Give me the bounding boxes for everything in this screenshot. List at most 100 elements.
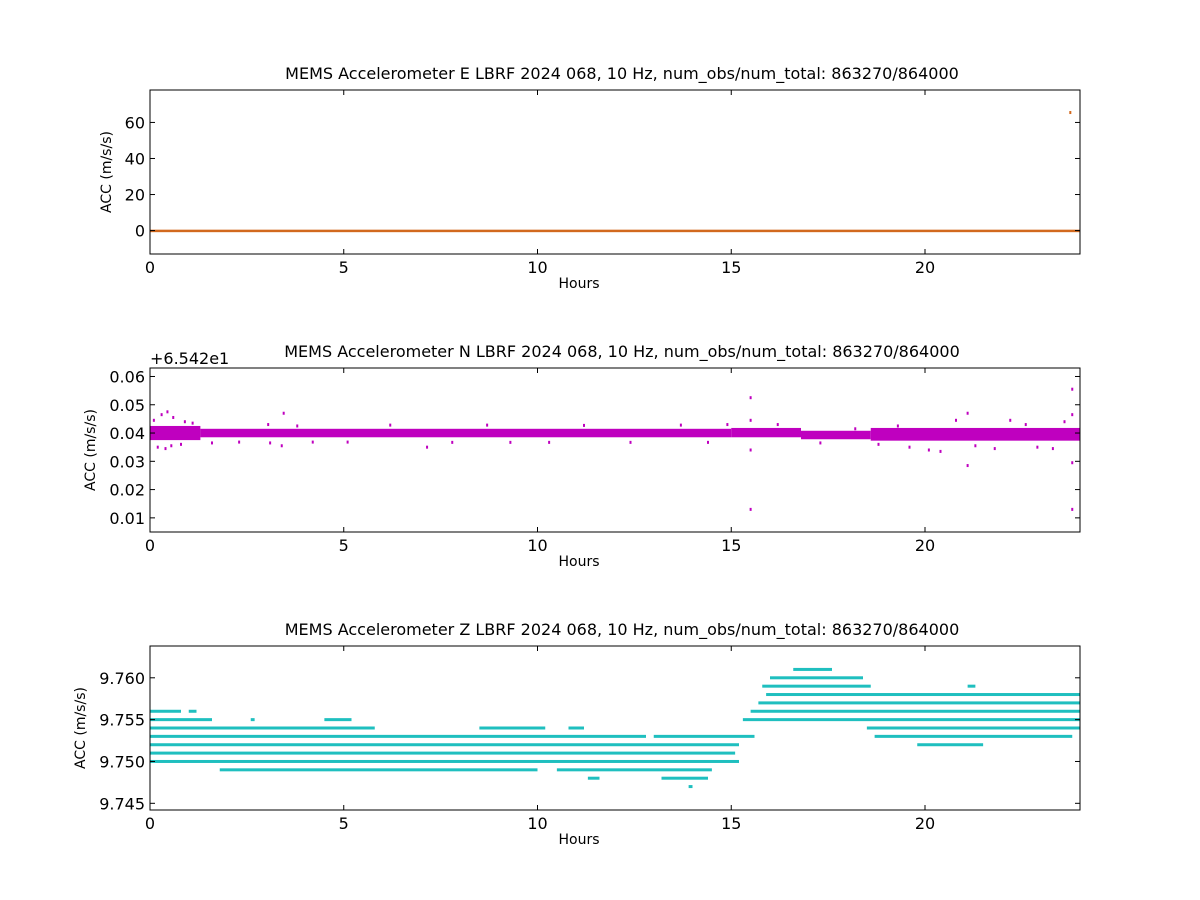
data-point-0 (152, 418, 155, 422)
data-level-13-0 (766, 693, 1080, 697)
axes-frame (149, 645, 1081, 811)
y-tick-label: 0.06 (109, 367, 145, 386)
data-point-55 (1071, 507, 1074, 511)
data-level-17-0 (866, 726, 1080, 730)
data-band-0 (150, 425, 201, 441)
data-point-33 (749, 507, 752, 511)
x-tick-label: 0 (145, 536, 155, 555)
data-point-24 (548, 440, 551, 444)
data-point-14 (282, 411, 285, 415)
data-point-34 (776, 423, 779, 427)
plot-data (150, 387, 1080, 511)
data-point-4 (156, 445, 159, 449)
y-tick-label: 0.03 (109, 452, 145, 471)
data-point-37 (877, 442, 880, 446)
data-point-39 (908, 445, 911, 449)
data-level-16-0 (742, 718, 1080, 722)
data-level-3-0 (150, 734, 646, 738)
data-point-26 (629, 440, 632, 444)
data-level-6-0 (150, 759, 739, 763)
y-tick-label: 0.04 (109, 424, 145, 443)
data-point-40 (927, 448, 930, 452)
y-offset-label: +6.542e1 (150, 349, 229, 368)
axes-frame (149, 89, 1081, 255)
chart-panel-0: 0 5 10 15 20 0 20 40 60 MEMS Accelerometer E LBRF… (99, 64, 1081, 292)
x-tick-label: 20 (915, 258, 935, 277)
data-level-11-0 (770, 676, 863, 680)
data-point-35 (819, 441, 822, 445)
data-level-7-1 (556, 768, 712, 772)
data-level-19-0 (917, 743, 984, 747)
data-point-2 (166, 410, 169, 414)
data-point-17 (311, 440, 314, 444)
x-tick-label: 10 (527, 814, 547, 833)
data-point-11 (238, 440, 241, 444)
data-point-13 (269, 441, 272, 445)
data-level-1-0 (150, 718, 212, 722)
y-tick-label: 40 (125, 149, 145, 168)
data-level-2-0 (150, 726, 375, 730)
y-tick-label: 0.05 (109, 396, 145, 415)
data-level-9-0 (688, 785, 693, 789)
plot-data (150, 111, 1080, 233)
data-point-10 (211, 441, 213, 445)
data-level-7-0 (219, 768, 538, 772)
x-axis-label: Hours (558, 276, 599, 292)
x-tick-label: 20 (915, 814, 935, 833)
x-tick-label: 5 (339, 258, 349, 277)
data-point-53 (1071, 413, 1074, 417)
y-tick-label: 0.02 (109, 481, 145, 500)
data-point-49 (1036, 445, 1039, 449)
y-tick-label: 0.01 (109, 509, 145, 528)
data-point-43 (966, 411, 969, 415)
data-point-22 (486, 423, 489, 427)
y-tick-label: 9.760 (99, 669, 145, 688)
data-point-32 (749, 448, 752, 452)
data-level-10-0 (793, 667, 832, 671)
data-point-1 (160, 413, 163, 417)
data-point-50 (1051, 447, 1054, 451)
x-tick-label: 10 (527, 258, 547, 277)
y-tick-label: 0 (135, 222, 145, 241)
data-point-6 (170, 444, 173, 448)
y-tick-label: 9.755 (99, 711, 145, 730)
y-tick-label: 20 (125, 186, 145, 205)
chart-panel-1: 0 5 10 15 20 0.01 0.02 0.03 0.04 0.05 0.06 MEMS Acc… (83, 342, 1081, 570)
x-tick-label: 5 (339, 536, 349, 555)
data-point-5 (164, 447, 167, 451)
data-band-2 (731, 427, 801, 438)
x-axis-label: Hours (558, 832, 599, 848)
axes-frame (149, 367, 1081, 533)
data-level-1-1 (250, 718, 255, 722)
data-point-47 (1009, 418, 1012, 422)
data-point-20 (426, 445, 429, 449)
data-point-18 (346, 440, 349, 444)
plot-data (150, 667, 1080, 789)
data-level-18-0 (874, 734, 1073, 738)
data-level-2-2 (568, 726, 584, 730)
data-level-12-0 (762, 684, 871, 688)
data-level-1-2 (324, 718, 352, 722)
data-point-44 (966, 464, 969, 468)
y-tick-label: 9.750 (99, 752, 145, 771)
data-point-28 (707, 440, 709, 444)
data-level-4-0 (150, 743, 739, 747)
data-point-9 (180, 442, 182, 446)
data-point-45 (974, 444, 977, 448)
data-point-54 (1071, 461, 1074, 465)
data-point-12 (267, 423, 270, 427)
data-point-25 (583, 423, 585, 427)
data-point-52 (1071, 387, 1074, 391)
y-axis-label: ACC (m/s/s) (73, 687, 89, 769)
data-level-8-1 (661, 776, 708, 780)
data-point-41 (939, 449, 942, 453)
data-band-4 (870, 427, 1080, 441)
data-point-46 (993, 447, 996, 451)
data-level-0-0 (150, 709, 181, 713)
data-point-16 (296, 424, 299, 428)
data-band-0 (150, 229, 1080, 233)
chart-title: MEMS Accelerometer N LBRF 2024 068, 10 H… (284, 342, 960, 362)
x-tick-label: 5 (339, 814, 349, 833)
x-axis-label: Hours (558, 554, 599, 570)
